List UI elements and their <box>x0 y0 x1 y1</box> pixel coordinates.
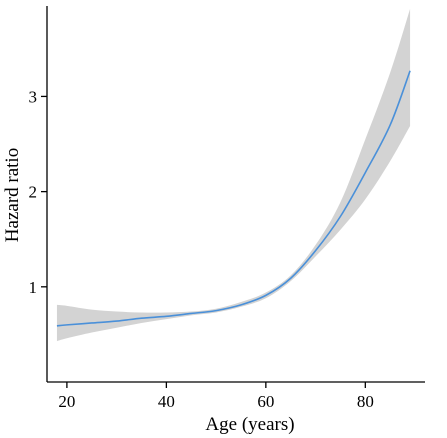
x-tick-label: 60 <box>257 392 274 411</box>
hazard-ratio-line <box>56 70 411 327</box>
y-axis-title: Hazard ratio <box>2 148 23 242</box>
x-tick-label: 40 <box>158 392 175 411</box>
x-axis-title: Age (years) <box>205 414 294 435</box>
x-tick-label: 20 <box>58 392 75 411</box>
y-tick-label: 2 <box>29 183 38 202</box>
axes: 20 40 60 80 1 2 3 <box>29 6 425 411</box>
confidence-band-layer <box>56 8 411 342</box>
x-tick-label: 80 <box>357 392 374 411</box>
confidence-band <box>56 8 411 342</box>
y-tick-label: 3 <box>29 87 38 106</box>
y-tick-label: 1 <box>29 278 38 297</box>
hazard-line-layer <box>56 70 411 327</box>
